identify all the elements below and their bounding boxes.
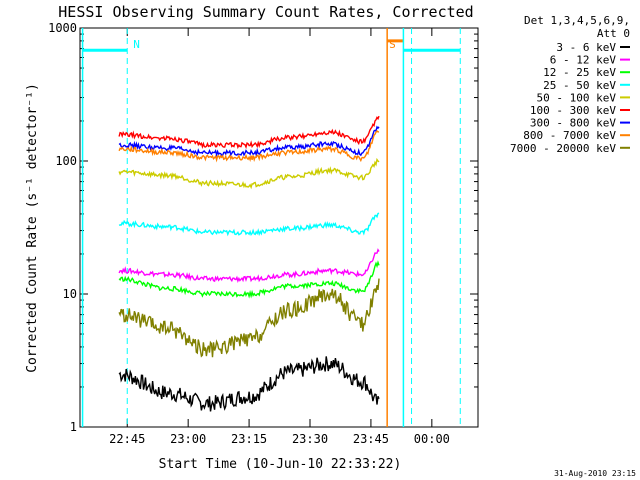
legend-label: 800 - 7000 keV [523, 129, 616, 142]
x-tick-label: 23:30 [292, 432, 328, 446]
series-line [118, 212, 380, 237]
plot-frame [79, 27, 479, 428]
annotation-label: S [389, 38, 396, 51]
footer-date-stamp: 31-Aug-2010 23:15 [554, 469, 636, 478]
y-tick-label: 1000 [48, 21, 77, 35]
legend-header: Att 0 [597, 27, 630, 40]
legend-label: 12 - 25 keV [543, 66, 616, 79]
series-line [118, 157, 380, 190]
series-group [118, 115, 380, 412]
legend-label: 100 - 300 keV [530, 104, 616, 117]
series-line [118, 129, 380, 163]
series-line [118, 260, 380, 299]
y-axis-label: Corrected Count Rate (s⁻¹ detector⁻¹) [25, 83, 40, 373]
series-line [118, 356, 380, 412]
y-axis: 1 10 100 1000 [48, 21, 478, 434]
x-axis-label: Start Time (10-Jun-10 22:33:22) [159, 457, 402, 472]
series-line [118, 125, 380, 158]
y-tick-label: 10 [63, 287, 77, 301]
series-line [118, 115, 380, 150]
state-markers [81, 28, 461, 427]
series-line [118, 278, 380, 358]
chart-title: HESSI Observing Summary Count Rates, Cor… [58, 3, 473, 21]
legend-label: 6 - 12 keV [550, 54, 617, 67]
y-tick-label: 1 [70, 420, 77, 434]
series-line [118, 248, 380, 283]
x-tick-label: 00:00 [414, 432, 450, 446]
y-tick-label: 100 [55, 154, 77, 168]
legend-label: 300 - 800 keV [530, 117, 616, 130]
x-tick-label: 23:00 [170, 432, 206, 446]
legend-label: 3 - 6 keV [556, 41, 616, 54]
legend-label: 25 - 50 keV [543, 79, 616, 92]
annotation-label: N [133, 38, 140, 51]
legend-label: 7000 - 20000 keV [510, 142, 616, 155]
x-tick-label: 23:45 [353, 432, 389, 446]
legend-label: 50 - 100 keV [537, 91, 617, 104]
legend-header: Det 1,3,4,5,6,9, [524, 14, 630, 27]
x-tick-label: 22:45 [109, 432, 145, 446]
x-tick-label: 23:15 [231, 432, 267, 446]
x-axis: 22:45 23:00 23:15 23:30 23:45 00:00 [109, 28, 450, 446]
